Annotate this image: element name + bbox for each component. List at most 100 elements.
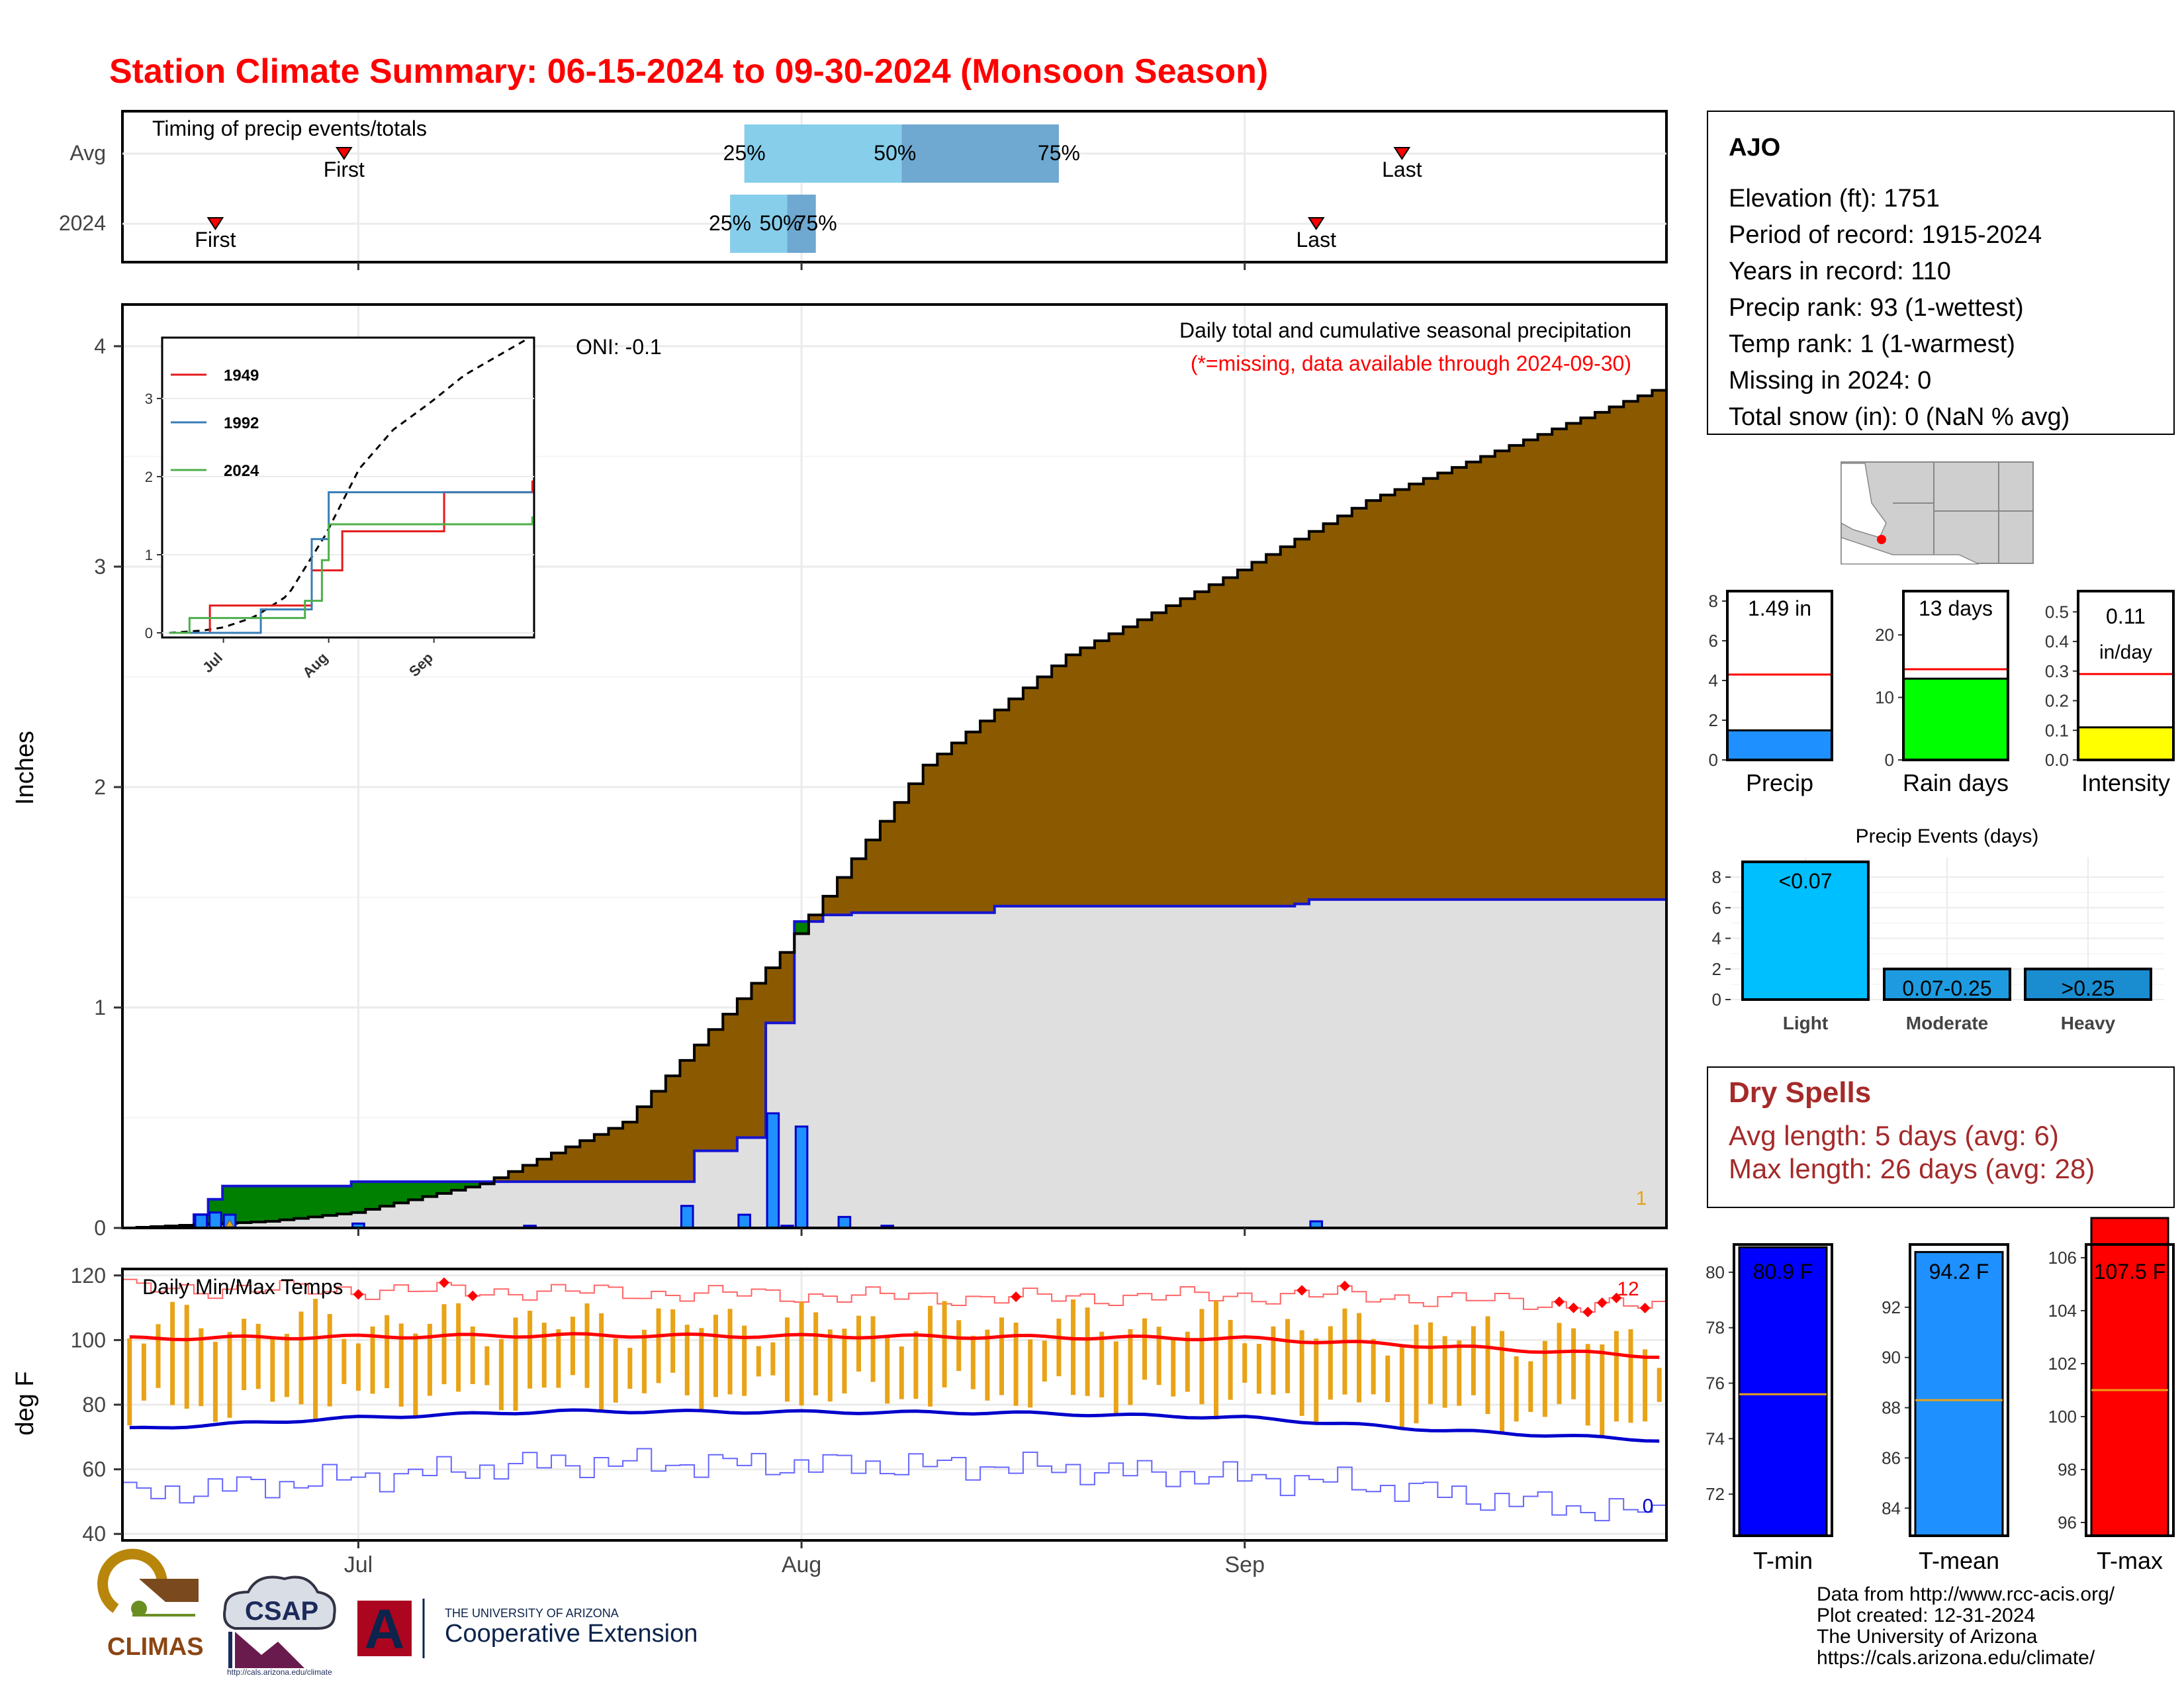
daily-precip-bar — [194, 1213, 208, 1229]
deficit-band — [1351, 508, 1367, 900]
daily-temp-bar — [1285, 1319, 1291, 1393]
temp-ytick-label: 120 — [71, 1264, 106, 1288]
daily-temp-bar — [184, 1305, 189, 1409]
deficit-band — [494, 1178, 509, 1182]
gauge-label: Rain days — [1903, 769, 2009, 796]
gauge-ytick-label: 10 — [1875, 688, 1894, 708]
deficit-band — [1037, 677, 1052, 906]
events-bar-label: 0.07-0.25 — [1902, 976, 1991, 1000]
gauge-ytick-label: 0 — [1885, 750, 1894, 770]
temp-ytick-label: 60 — [82, 1458, 106, 1481]
temp-gauge-ytick-label: 96 — [2058, 1513, 2077, 1532]
timing-p50-label: 50% — [759, 211, 801, 235]
timing-last-label: Last — [1382, 158, 1422, 181]
deficit-band — [1066, 655, 1081, 906]
daily-temp-bar — [1156, 1327, 1161, 1385]
surplus-band — [265, 1186, 281, 1222]
deficit-band — [1251, 562, 1267, 906]
deficit-band — [937, 754, 952, 913]
station-line: Temp rank: 1 (1-warmest) — [1729, 330, 2015, 358]
temp-gauge-ytick-label: 84 — [1882, 1498, 1901, 1518]
daily-temp-bar — [1271, 1326, 1276, 1395]
deficit-band — [708, 1029, 723, 1151]
temp-gauge-value-bar — [1738, 1246, 1828, 1537]
x-tick-label: Sep — [1224, 1552, 1265, 1577]
daily-temp-bar — [1600, 1344, 1605, 1436]
deficit-band — [1652, 390, 1667, 900]
gauge-label: Intensity — [2081, 769, 2170, 796]
deficit-band — [608, 1128, 623, 1182]
daily-temp-bar — [1228, 1319, 1233, 1400]
daily-temp-bar — [441, 1304, 447, 1385]
timing-last-marker — [1307, 217, 1325, 230]
daily-temp-bar — [985, 1329, 990, 1401]
timing-first-label: First — [324, 158, 365, 181]
record-high-marker — [1596, 1297, 1608, 1308]
daily-temp-bar — [1371, 1338, 1376, 1395]
inset-ytick-label: 0 — [145, 625, 153, 641]
deficit-band — [1295, 539, 1310, 904]
temp-gauge-ytick-label: 102 — [2048, 1354, 2077, 1374]
deficit-band — [1280, 547, 1295, 906]
deficit-band — [894, 802, 909, 913]
daily-temp-bar — [970, 1335, 976, 1389]
surplus-band — [437, 1182, 452, 1194]
daily-temp-bar — [956, 1320, 962, 1372]
deficit-band — [1366, 500, 1381, 900]
temp-gauge-ytick-label: 90 — [1882, 1348, 1901, 1368]
station-line: Years in record: 110 — [1729, 258, 1951, 285]
gauge-ytick-label: 0.5 — [2045, 602, 2069, 622]
gauge-frame — [2077, 590, 2175, 761]
temp-gauge-ytick-label: 92 — [1882, 1297, 1901, 1317]
daily-temp-bar — [1171, 1339, 1176, 1397]
gauge-frame — [1726, 590, 1833, 761]
daily-temp-bar — [1071, 1299, 1076, 1395]
daily-temp-bar — [1142, 1318, 1148, 1380]
daily-temp-bar — [942, 1301, 947, 1387]
events-title: Precip Events (days) — [1856, 825, 2039, 847]
deficit-band — [980, 721, 995, 913]
daily-temp-bar — [1628, 1329, 1633, 1423]
csap-text: CSAP — [245, 1597, 318, 1626]
precip-ytick-label: 4 — [94, 334, 106, 358]
daily-temp-bar — [1199, 1309, 1205, 1405]
events-category-label: Light — [1783, 1013, 1828, 1033]
gauge-value-bar — [1726, 729, 1833, 761]
temp-gauge-ytick-label: 80 — [1706, 1262, 1725, 1282]
temp-gauge-label: T-max — [2097, 1547, 2163, 1574]
gauge-label: Precip — [1746, 769, 1813, 796]
surplus-band — [279, 1186, 295, 1220]
precip-ytick-label: 0 — [94, 1216, 106, 1240]
daily-temp-bar — [527, 1311, 533, 1389]
daily-temp-bar — [212, 1342, 218, 1422]
daily-temp-bar — [1500, 1331, 1505, 1435]
gauge-ytick-label: 0.0 — [2045, 750, 2069, 770]
surplus-band — [422, 1182, 437, 1197]
daily-temp-bar — [199, 1328, 204, 1407]
daily-temp-bar — [1099, 1331, 1105, 1397]
deficit-band — [1308, 531, 1324, 900]
station-name: AJO — [1729, 134, 1780, 162]
deficit-band — [1580, 418, 1596, 900]
daily-precip-bar — [766, 1112, 780, 1229]
deficit-band — [1080, 647, 1095, 906]
gauge-frame — [1902, 590, 2009, 761]
daily-temp-bar — [413, 1333, 418, 1419]
timing-row-avg: Avg — [69, 141, 106, 165]
daily-temp-bar — [641, 1329, 647, 1393]
events-bar — [2024, 967, 2152, 1001]
temp-gauge-ytick-label: 106 — [2048, 1248, 2077, 1268]
temp-gauge-value-label: 107.5 F — [2094, 1260, 2166, 1284]
footer-line: Data from http://www.rcc-acis.org/ — [1817, 1583, 2115, 1605]
daily-temp-bar — [699, 1328, 704, 1411]
gauge-value-bar — [1902, 677, 2009, 761]
temp-ylabel: deg F — [11, 1371, 39, 1435]
record-low-count: 0 — [1643, 1495, 1654, 1517]
deficit-band — [1180, 598, 1195, 906]
footer-credits: Data from http://www.rcc-acis.org/ Plot … — [1817, 1583, 2115, 1669]
daily-temp-bar — [1299, 1330, 1304, 1416]
temp-gauge-ytick-label: 88 — [1882, 1398, 1901, 1418]
daily-temp-bar — [1128, 1329, 1133, 1405]
daily-temp-bar — [813, 1312, 819, 1396]
